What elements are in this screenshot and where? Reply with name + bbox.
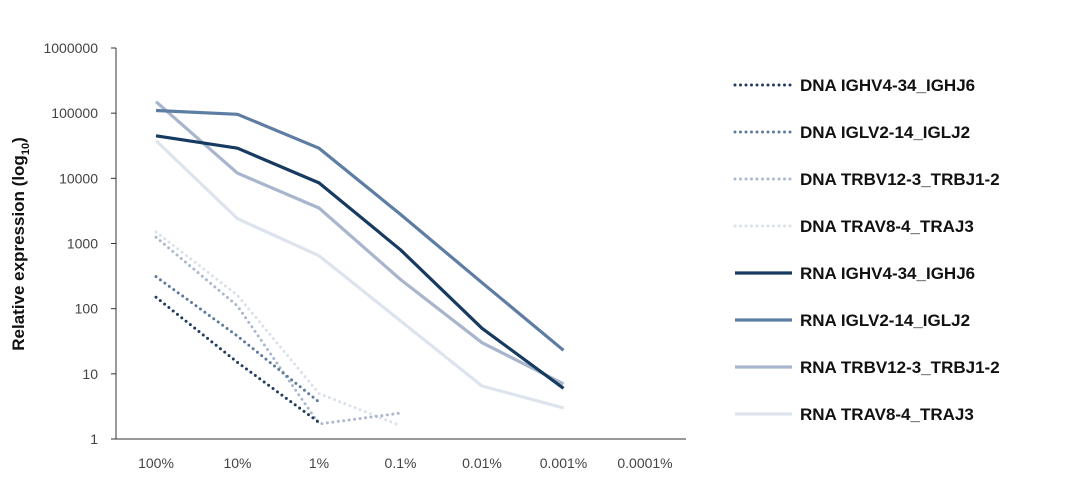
series-line-7 — [154, 100, 565, 386]
legend-label-1: DNA IGHV4-34_IGHJ6 — [800, 76, 975, 95]
legend-label-2: DNA IGLV2-14_IGLJ2 — [800, 123, 970, 142]
x-tick-label: 1% — [309, 455, 329, 471]
series-layer — [154, 100, 565, 428]
legend-label-4: DNA TRAV8-4_TRAJ3 — [800, 217, 974, 236]
series-line-6 — [155, 108, 565, 352]
x-tick-label: 0.01% — [462, 455, 502, 471]
chart-axes — [111, 47, 686, 440]
legend-label-5: RNA IGHV4-34_IGHJ6 — [800, 264, 975, 283]
series-line-5 — [155, 134, 565, 390]
x-tick-label: 100% — [138, 455, 174, 471]
y-tick-label: 100 — [75, 301, 99, 317]
series-line-3 — [154, 235, 402, 426]
y-axis-label-subscript: 10 — [20, 143, 32, 155]
series-line-8 — [154, 139, 564, 410]
series-line-4 — [154, 230, 402, 428]
y-tick-label: 1000 — [67, 236, 98, 252]
y-tick-label: 1 — [90, 431, 98, 447]
y-tick-label: 1000000 — [43, 40, 98, 56]
y-tick-label: 10 — [82, 366, 98, 382]
y-axis-label: Relative expression (log10) — [9, 137, 32, 351]
x-tick-label: 0.1% — [385, 455, 417, 471]
y-axis-label-close: ) — [9, 137, 28, 143]
legend-label-7: RNA TRBV12-3_TRBJ1-2 — [800, 358, 1000, 377]
series-line-2 — [154, 275, 321, 404]
tick-labels: 1 10 100 1000 10000 100000 1000000 100% 10% 1% 0.1… — [43, 40, 672, 471]
x-tick-label: 0.0001% — [617, 455, 672, 471]
legend-label-8: RNA TRAV8-4_TRAJ3 — [800, 405, 974, 424]
series-line-1 — [154, 295, 321, 424]
x-tick-label: 10% — [223, 455, 251, 471]
y-tick-label: 10000 — [59, 170, 98, 186]
y-tick-label: 100000 — [51, 105, 98, 121]
legend: DNA IGHV4-34_IGHJ6 DNA IGLV2-14_IGLJ2 DNA … — [733, 76, 1000, 424]
legend-label-6: RNA IGLV2-14_IGLJ2 — [800, 311, 970, 330]
x-tick-label: 0.001% — [540, 455, 587, 471]
legend-label-3: DNA TRBV12-3_TRBJ1-2 — [800, 170, 1000, 189]
